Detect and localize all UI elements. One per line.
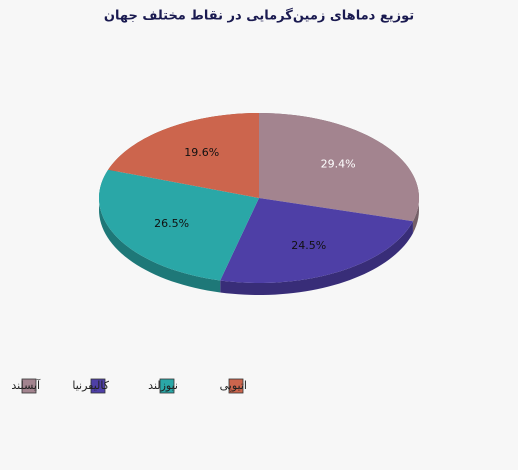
data-label: 26.5% <box>154 217 189 230</box>
legend-swatch <box>21 378 37 394</box>
data-label: 24.5% <box>291 239 326 252</box>
slice <box>108 113 259 198</box>
legend-swatch <box>228 378 244 394</box>
chart-title: توزیع دماهای زمین‌گرمایی در نقاط مختلف ج… <box>104 8 414 24</box>
slice-side <box>220 221 413 295</box>
slice <box>220 198 413 283</box>
legend-swatch <box>90 378 106 394</box>
legend-label: آیسلند <box>11 378 41 392</box>
legend-label: اتیوپی <box>220 379 247 392</box>
legend-swatch <box>159 378 175 394</box>
slice <box>99 169 259 281</box>
slice <box>259 113 419 222</box>
data-label: 29.4% <box>321 158 356 171</box>
legend-label: نیوزلند <box>148 379 178 392</box>
data-label: 19.6% <box>184 146 219 159</box>
slice-side <box>99 169 221 293</box>
legend-label: کالیفرنیا <box>72 379 109 392</box>
